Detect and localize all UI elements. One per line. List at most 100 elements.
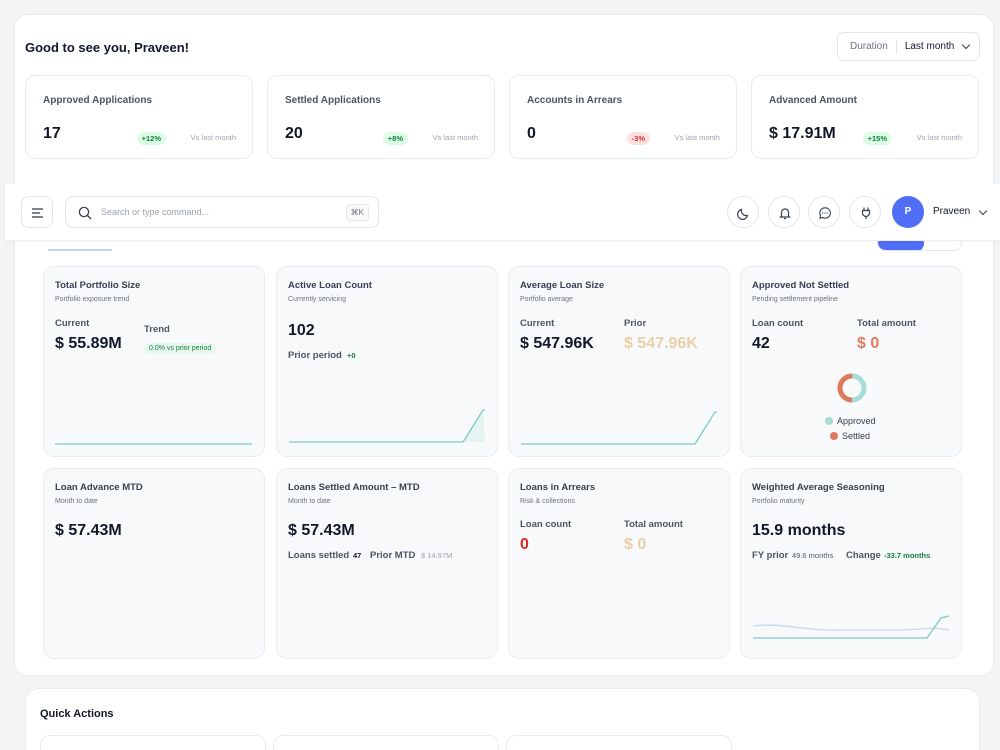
theme-toggle-button[interactable] xyxy=(727,196,759,228)
legend-dot xyxy=(825,417,833,425)
card-active-loan-count: Active Loan Count Currently servicing 10… xyxy=(276,266,498,457)
legend-label: Approved xyxy=(837,416,876,426)
card-title: Active Loan Count xyxy=(288,280,372,291)
card-average-loan-size: Average Loan Size Portfolio average Curr… xyxy=(508,266,730,457)
total-amount-value: $ 0 xyxy=(624,536,647,553)
card-approved-not-settled: Approved Not Settled Pending settlement … xyxy=(740,266,962,457)
search-input[interactable]: Search or type command... xyxy=(101,207,210,217)
prior-mtd-label: Prior MTD xyxy=(370,550,416,561)
portfolio-sparkline xyxy=(55,443,252,445)
duration-value: Last month xyxy=(904,41,955,52)
shortcut-hint: ⌘K xyxy=(345,204,369,221)
comparison-label: Vs last month xyxy=(190,133,236,142)
active-count-value: 102 xyxy=(288,322,315,339)
summary-value: 17 xyxy=(43,125,61,142)
quick-action-card[interactable] xyxy=(506,735,732,750)
total-amount-value: $ 0 xyxy=(857,335,880,352)
loan-count-label: Loan count xyxy=(520,519,572,530)
card-weighted-avg-seasoning: Weighted Average Seasoning Portfolio mat… xyxy=(740,468,962,659)
user-menu[interactable]: Praveen xyxy=(933,206,988,217)
settled-amount-value: $ 57.43M xyxy=(288,522,355,539)
plugins-button[interactable] xyxy=(849,196,881,228)
card-loans-in-arrears: Loans in Arrears Risk & collections Loan… xyxy=(508,468,730,659)
greeting-heading: Good to see you, Praveen! xyxy=(25,40,189,55)
active-sparkline xyxy=(289,409,485,443)
card-subtitle: Risk & collections xyxy=(520,498,575,505)
summary-card-settled: Settled Applications 20 +8% Vs last mont… xyxy=(267,75,495,159)
card-title: Loan Advance MTD xyxy=(55,482,143,493)
prior-label: Prior xyxy=(624,318,647,329)
chevron-down-icon xyxy=(962,40,971,50)
card-loans-settled-amount: Loans Settled Amount – MTD Month to date… xyxy=(276,468,498,659)
quick-action-card[interactable] xyxy=(273,735,499,750)
notifications-button[interactable] xyxy=(768,196,800,228)
summary-value: 20 xyxy=(285,125,303,142)
quick-actions-title: Quick Actions xyxy=(40,708,114,720)
legend-approved: Approved xyxy=(825,416,876,426)
comparison-label: Vs last month xyxy=(916,133,962,142)
change-badge: +12% xyxy=(136,132,166,145)
chat-icon xyxy=(819,207,831,219)
card-subtitle: Pending settlement pipeline xyxy=(752,296,839,303)
average-sparkline xyxy=(521,411,717,445)
prior-period-value: +0 xyxy=(347,351,356,360)
card-title: Loans Settled Amount – MTD xyxy=(288,482,420,493)
seasoning-sparkline xyxy=(752,615,950,639)
plug-icon xyxy=(861,207,871,219)
summary-card-approved: Approved Applications 17 +12% Vs last mo… xyxy=(25,75,253,159)
messages-button[interactable] xyxy=(808,196,840,228)
card-subtitle: Month to date xyxy=(288,498,331,505)
card-title: Average Loan Size xyxy=(520,280,605,291)
prior-period-label: Prior period xyxy=(288,350,342,361)
change-badge: +15% xyxy=(862,132,892,145)
comparison-label: Vs last month xyxy=(432,133,478,142)
prior-mtd-value: $ 14.97M xyxy=(421,551,453,560)
summary-title: Advanced Amount xyxy=(769,95,857,106)
current-label: Current xyxy=(520,318,555,329)
summary-value: $ 17.91M xyxy=(769,125,836,142)
user-name: Praveen xyxy=(933,206,971,217)
card-loan-advance-mtd: Loan Advance MTD Month to date $ 57.43M xyxy=(43,468,265,659)
summary-card-arrears: Accounts in Arrears 0 -3% Vs last month xyxy=(509,75,737,159)
menu-icon xyxy=(32,208,43,218)
loans-settled-label: Loans settled xyxy=(288,550,350,561)
bell-icon xyxy=(779,208,791,220)
advance-value: $ 57.43M xyxy=(55,522,122,539)
current-label: Current xyxy=(55,318,90,329)
card-subtitle: Portfolio average xyxy=(520,296,573,303)
card-subtitle: Portfolio maturity xyxy=(752,498,805,505)
donut-chart xyxy=(837,373,867,403)
loan-count-label: Loan count xyxy=(752,318,804,329)
card-subtitle: Portfolio exposure trend xyxy=(55,296,130,303)
menu-toggle-button[interactable] xyxy=(21,196,53,228)
card-subtitle: Currently servicing xyxy=(288,296,346,303)
current-value: $ 547.96K xyxy=(520,335,594,352)
summary-title: Accounts in Arrears xyxy=(527,95,623,106)
search-box[interactable]: Search or type command... ⌘K xyxy=(65,196,379,228)
summary-card-advanced: Advanced Amount $ 17.91M +15% Vs last mo… xyxy=(751,75,979,159)
top-bar: Search or type command... ⌘K P Praveen xyxy=(5,184,1000,241)
comparison-label: Vs last month xyxy=(674,133,720,142)
trend-badge: 0.0% vs prior period xyxy=(144,343,217,354)
fy-prior-label: FY prior xyxy=(752,550,789,561)
duration-selector[interactable]: Duration Last month xyxy=(837,32,980,61)
current-value: $ 55.89M xyxy=(55,335,122,352)
card-title: Loans in Arrears xyxy=(520,482,596,493)
legend-dot xyxy=(830,432,838,440)
change-badge: +8% xyxy=(382,132,408,145)
card-total-portfolio: Total Portfolio Size Portfolio exposure … xyxy=(43,266,265,457)
summary-value: 0 xyxy=(527,125,536,142)
change-label: Change xyxy=(846,550,881,561)
prior-value: $ 547.96K xyxy=(624,335,698,352)
tab-underline xyxy=(48,249,112,251)
chevron-down-icon xyxy=(978,206,988,216)
user-avatar[interactable]: P xyxy=(892,196,924,228)
quick-action-card[interactable] xyxy=(40,735,266,750)
card-subtitle: Month to date xyxy=(55,498,98,505)
total-amount-label: Total amount xyxy=(624,519,683,530)
duration-label: Duration xyxy=(838,39,897,54)
loan-count-value: 0 xyxy=(520,536,529,553)
card-title: Weighted Average Seasoning xyxy=(752,482,885,493)
summary-title: Approved Applications xyxy=(43,95,153,106)
summary-title: Settled Applications xyxy=(285,95,381,106)
